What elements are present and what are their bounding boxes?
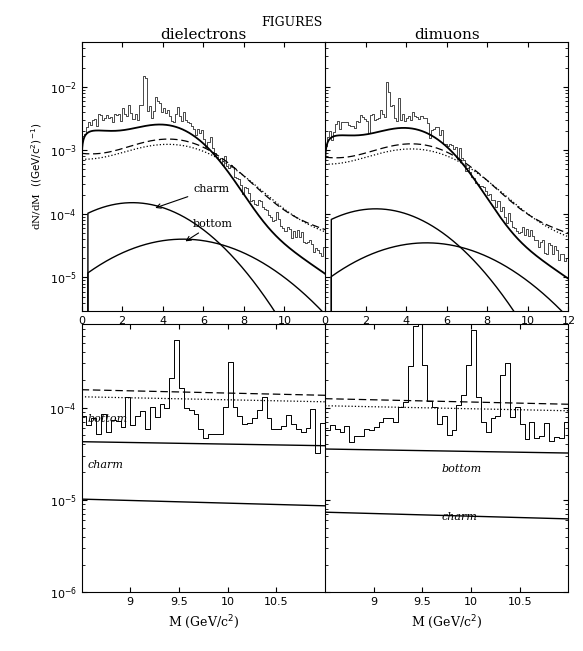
- Title: dimuons: dimuons: [414, 28, 480, 42]
- Text: bottom: bottom: [87, 414, 128, 424]
- Text: charm: charm: [156, 184, 229, 208]
- Text: bottom: bottom: [442, 464, 482, 474]
- Text: bottom: bottom: [187, 219, 233, 241]
- Text: charm: charm: [87, 460, 124, 470]
- X-axis label: M (GeV/c$^2$): M (GeV/c$^2$): [168, 613, 239, 631]
- Y-axis label: dN/dM  $(({\rm GeV/c}^2)^{-1})$: dN/dM $(({\rm GeV/c}^2)^{-1})$: [29, 123, 44, 230]
- X-axis label: M (GeV/c$^2$): M (GeV/c$^2$): [411, 613, 482, 631]
- Text: FIGURES: FIGURES: [261, 16, 322, 29]
- Text: charm: charm: [442, 512, 477, 523]
- Title: dielectrons: dielectrons: [160, 28, 247, 42]
